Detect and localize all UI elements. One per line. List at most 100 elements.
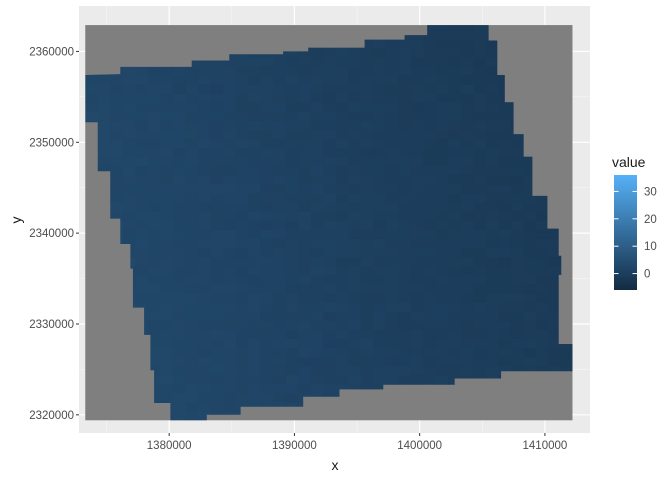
raster-cell — [210, 138, 224, 149]
raster-cell — [373, 174, 387, 185]
raster-cell — [498, 311, 512, 321]
raster-cell — [323, 165, 337, 176]
raster-cell — [285, 184, 299, 194]
raster-cell — [235, 184, 249, 194]
raster-cell — [223, 238, 236, 249]
raster-cell — [385, 56, 399, 67]
raster-cell — [435, 47, 449, 58]
raster-cell — [273, 75, 287, 85]
raster-cell — [298, 102, 312, 112]
raster-cell — [473, 274, 487, 285]
raster-cell — [548, 229, 562, 239]
raster-cell — [273, 147, 287, 158]
raster-cell — [210, 93, 224, 103]
raster-cell — [373, 165, 387, 176]
raster-cell — [511, 256, 525, 267]
raster-cell — [160, 320, 174, 330]
raster-cell — [323, 356, 337, 367]
raster-cell — [223, 229, 236, 239]
raster-cell — [147, 84, 161, 94]
raster-cell — [473, 193, 487, 203]
raster-cell — [298, 374, 312, 385]
raster-cell — [298, 265, 312, 276]
raster-cell — [335, 256, 349, 267]
raster-cell — [486, 202, 499, 212]
raster-cell — [398, 356, 412, 367]
raster-cells — [85, 25, 573, 421]
raster-cell — [172, 356, 186, 367]
raster-cell — [461, 193, 474, 203]
raster-cell — [473, 356, 487, 367]
raster-cell — [423, 211, 437, 221]
raster-cell — [310, 165, 324, 176]
raster-cell — [536, 329, 550, 339]
raster-cell — [260, 265, 274, 276]
raster-cell — [97, 120, 111, 130]
raster-cell — [410, 274, 424, 285]
raster-cell — [147, 211, 161, 221]
raster-cell — [348, 356, 362, 367]
raster-cell — [511, 220, 525, 230]
raster-cell — [461, 84, 474, 94]
raster-cell — [160, 220, 174, 230]
raster-cell — [248, 165, 261, 176]
raster-cell — [473, 25, 487, 31]
raster-cell — [348, 47, 362, 58]
raster-cell — [235, 374, 249, 385]
raster-cell — [473, 93, 487, 103]
raster-cell — [285, 293, 299, 303]
raster-cell — [461, 329, 474, 339]
raster-cell — [172, 93, 186, 103]
x-axis-title: x — [332, 457, 339, 473]
raster-cell — [435, 93, 449, 103]
raster-cell — [435, 102, 449, 112]
raster-cell — [260, 338, 274, 348]
raster-cell — [498, 211, 512, 221]
raster-cell — [298, 256, 312, 267]
raster-cell — [423, 302, 437, 312]
raster-cell — [273, 138, 287, 149]
raster-cell — [135, 229, 149, 239]
raster-cell — [197, 102, 211, 112]
raster-cell — [135, 111, 149, 121]
raster-cell — [461, 56, 474, 67]
raster-cell — [185, 265, 199, 276]
raster-cell — [410, 102, 424, 112]
raster-cell — [373, 56, 387, 67]
raster-cell — [423, 120, 437, 130]
raster-cell — [423, 247, 437, 258]
raster-cell — [172, 138, 186, 149]
raster-cell — [435, 129, 449, 140]
raster-cell — [197, 302, 211, 312]
raster-cell — [486, 356, 499, 367]
raster-cell — [110, 129, 124, 140]
raster-cell — [197, 320, 211, 330]
raster-cell — [285, 111, 299, 121]
raster-cell — [260, 293, 274, 303]
raster-cell — [235, 293, 249, 303]
raster-cell — [172, 111, 186, 121]
raster-cell — [260, 165, 274, 176]
raster-cell — [298, 347, 312, 358]
raster-cell — [285, 75, 299, 85]
raster-cell — [435, 293, 449, 303]
raster-cell — [335, 75, 349, 85]
raster-cell — [373, 256, 387, 267]
raster-cell — [435, 147, 449, 158]
raster-cell — [486, 293, 499, 303]
raster-cell — [298, 75, 312, 85]
raster-cell — [536, 365, 550, 376]
raster-cell — [235, 302, 249, 312]
raster-cell — [185, 184, 199, 194]
raster-cell — [473, 302, 487, 312]
raster-cell — [298, 383, 312, 394]
raster-cell — [147, 374, 161, 385]
raster-cell — [498, 356, 512, 367]
raster-cell — [335, 265, 349, 276]
raster-cell — [97, 165, 111, 176]
raster-cell — [398, 211, 412, 221]
raster-cell — [110, 147, 124, 158]
raster-cell — [235, 383, 249, 394]
raster-cell — [172, 84, 186, 94]
raster-cell — [486, 138, 499, 149]
